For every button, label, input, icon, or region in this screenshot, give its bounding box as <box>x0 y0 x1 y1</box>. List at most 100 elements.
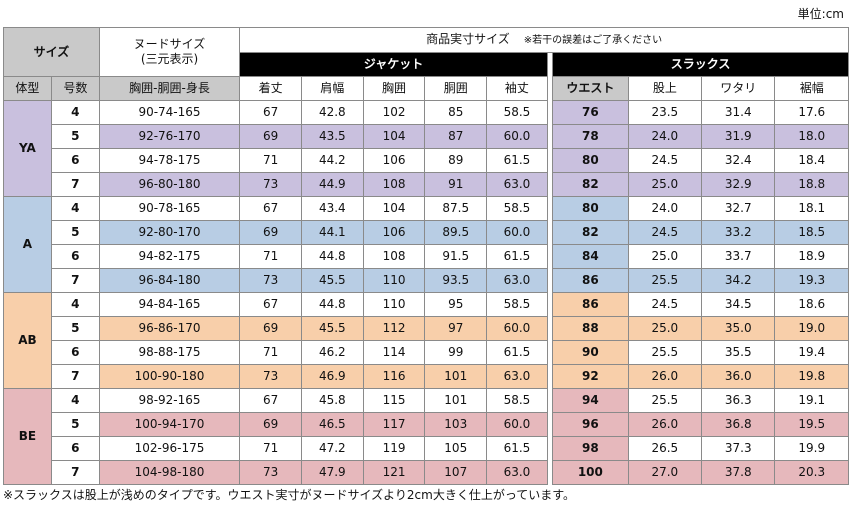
jacket-value-cell: 63.0 <box>486 268 548 293</box>
jacket-value-cell: 73 <box>239 364 302 389</box>
slacks-value-cell: 37.8 <box>701 460 776 485</box>
jacket-value-cell: 107 <box>424 460 488 485</box>
column-gap <box>546 52 554 77</box>
jacket-value-cell: 47.2 <box>300 436 364 461</box>
jacket-value-cell: 110 <box>362 292 426 317</box>
jacket-value-cell: 110 <box>362 268 426 293</box>
slacks-value-cell: 32.9 <box>701 172 776 197</box>
slacks-value-cell: 35.0 <box>701 316 776 341</box>
jacket-value-cell: 63.0 <box>486 460 548 485</box>
jacket-value-cell: 46.9 <box>300 364 364 389</box>
slacks-value-cell: 25.5 <box>627 268 703 293</box>
column-gap <box>546 388 554 413</box>
slacks-value-cell: 23.5 <box>627 100 703 125</box>
slacks-value-cell: 31.4 <box>701 100 776 125</box>
size-number-cell: 5 <box>50 316 100 341</box>
slacks-value-cell: 18.0 <box>774 124 849 149</box>
jacket-value-cell: 61.5 <box>486 436 548 461</box>
jacket-value-cell: 108 <box>362 244 426 269</box>
waist-value-cell: 76 <box>552 100 629 125</box>
table-row: A 4 90-78-165 67 43.4 104 87.5 58.5 80 24.0 32.7 18… <box>3 196 849 293</box>
table-row: 6 94-78-175 71 44.2 106 89 61.5 80 24.5 32.4 18.4 <box>4 148 849 173</box>
slacks-value-cell: 24.0 <box>627 196 703 221</box>
jacket-value-cell: 106 <box>362 148 426 173</box>
size-header: サイズ <box>3 27 100 77</box>
column-gap <box>546 220 554 245</box>
nude-size-cell: 94-82-175 <box>98 244 241 269</box>
waist-value-cell: 86 <box>552 268 629 293</box>
jacket-value-cell: 58.5 <box>486 292 548 317</box>
unit-label: 単位:cm <box>797 7 844 21</box>
table-row: AB 4 94-84-165 67 44.8 110 95 58.5 86 24.5 34.5 18.… <box>3 292 849 389</box>
slacks-col-header: 股上 <box>627 76 703 101</box>
jacket-value-cell: 108 <box>362 172 426 197</box>
slacks-value-cell: 26.0 <box>627 364 703 389</box>
slacks-value-cell: 20.3 <box>774 460 849 485</box>
body-type-cell: YA <box>3 100 52 197</box>
body-type-cell: A <box>3 196 52 293</box>
jacket-value-cell: 45.8 <box>300 388 364 413</box>
slacks-value-cell: 32.4 <box>701 148 776 173</box>
jacket-value-cell: 87 <box>424 124 488 149</box>
product-size-note: ※若干の誤差はご了承ください <box>523 35 663 46</box>
table-row: BE 4 98-92-165 67 45.8 115 101 58.5 94 25.5 36.3 19… <box>3 388 849 485</box>
slacks-col-header: ウエスト <box>552 76 629 101</box>
waist-value-cell: 90 <box>552 340 629 365</box>
slacks-value-cell: 18.1 <box>774 196 849 221</box>
body-type-header: 体型 <box>3 76 52 101</box>
jacket-value-cell: 45.5 <box>300 316 364 341</box>
table-row: 5 92-80-170 69 44.1 106 89.5 60.0 82 24.5 33.2 18.… <box>4 220 849 245</box>
jacket-value-cell: 46.5 <box>300 412 364 437</box>
column-gap <box>546 268 554 293</box>
jacket-value-cell: 45.5 <box>300 268 364 293</box>
slacks-value-cell: 25.5 <box>627 388 703 413</box>
nude-size-cell: 96-84-180 <box>98 268 241 293</box>
jacket-value-cell: 47.9 <box>300 460 364 485</box>
size-number-cell: 7 <box>50 172 100 197</box>
slacks-value-cell: 35.5 <box>701 340 776 365</box>
nude-size-cell: 96-80-180 <box>98 172 241 197</box>
slacks-col-header: ワタリ <box>701 76 776 101</box>
jacket-value-cell: 61.5 <box>486 244 548 269</box>
size-number-cell: 6 <box>50 340 100 365</box>
nude-size-cell: 92-76-170 <box>98 124 241 149</box>
jacket-value-cell: 117 <box>362 412 426 437</box>
jacket-value-cell: 63.0 <box>486 364 548 389</box>
body-type-cell: AB <box>3 292 52 389</box>
jacket-value-cell: 71 <box>239 244 302 269</box>
jacket-value-cell: 95 <box>424 292 488 317</box>
slacks-value-cell: 25.0 <box>627 316 703 341</box>
jacket-value-cell: 93.5 <box>424 268 488 293</box>
waist-value-cell: 98 <box>552 436 629 461</box>
column-gap <box>546 364 554 389</box>
nude-size-subtitle: (三元表示) <box>140 52 199 66</box>
size-number-cell: 4 <box>50 196 100 221</box>
waist-value-cell: 96 <box>552 412 629 437</box>
jacket-value-cell: 67 <box>239 100 302 125</box>
product-size-title: 商品実寸サイズ <box>426 32 510 46</box>
column-gap <box>546 76 554 101</box>
nude-size-cell: 100-90-180 <box>98 364 241 389</box>
jacket-value-cell: 46.2 <box>300 340 364 365</box>
jacket-value-cell: 101 <box>424 364 488 389</box>
slacks-value-cell: 36.0 <box>701 364 776 389</box>
slacks-value-cell: 19.0 <box>774 316 849 341</box>
waist-value-cell: 94 <box>552 388 629 413</box>
waist-value-cell: 92 <box>552 364 629 389</box>
waist-value-cell: 82 <box>552 172 629 197</box>
jacket-value-cell: 69 <box>239 124 302 149</box>
column-gap <box>546 124 554 149</box>
slacks-value-cell: 33.7 <box>701 244 776 269</box>
jacket-value-cell: 101 <box>424 388 488 413</box>
jacket-value-cell: 67 <box>239 196 302 221</box>
slacks-value-cell: 18.4 <box>774 148 849 173</box>
nude-size-cell: 98-92-165 <box>98 388 241 413</box>
column-gap <box>546 148 554 173</box>
jacket-value-cell: 63.0 <box>486 172 548 197</box>
nude-size-cell: 100-94-170 <box>98 412 241 437</box>
size-number-cell: 4 <box>50 388 100 413</box>
jacket-value-cell: 60.0 <box>486 412 548 437</box>
table-row: 6 102-96-175 71 47.2 119 105 61.5 98 26.5 37.3 19.… <box>4 436 849 461</box>
jacket-value-cell: 60.0 <box>486 316 548 341</box>
table-row: YA 4 90-74-165 67 42.8 102 85 58.5 76 23.5 31.4 17.… <box>3 100 849 197</box>
